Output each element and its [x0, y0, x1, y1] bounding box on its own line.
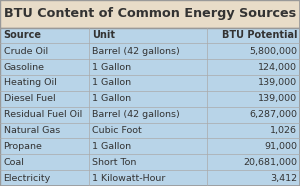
Text: Cubic Foot: Cubic Foot [92, 126, 142, 135]
Text: 139,000: 139,000 [258, 78, 297, 87]
Text: Source: Source [4, 31, 42, 40]
Text: 1 Gallon: 1 Gallon [92, 142, 131, 151]
Text: 1 Gallon: 1 Gallon [92, 63, 131, 72]
Text: 5,800,000: 5,800,000 [249, 47, 297, 56]
Text: 20,681,000: 20,681,000 [243, 158, 297, 167]
Text: 1 Gallon: 1 Gallon [92, 78, 131, 87]
Text: BTU Content of Common Energy Sources: BTU Content of Common Energy Sources [4, 7, 296, 20]
Text: Gasoline: Gasoline [4, 63, 45, 72]
Text: 124,000: 124,000 [258, 63, 297, 72]
Text: Electricity: Electricity [4, 174, 51, 183]
Text: 1 Kilowatt-Hour: 1 Kilowatt-Hour [92, 174, 166, 183]
Text: 1 Gallon: 1 Gallon [92, 94, 131, 103]
Text: Heating Oil: Heating Oil [4, 78, 56, 87]
Text: 91,000: 91,000 [264, 142, 297, 151]
Text: 1,026: 1,026 [270, 126, 297, 135]
FancyBboxPatch shape [0, 0, 300, 28]
FancyBboxPatch shape [0, 28, 300, 186]
Text: Propane: Propane [4, 142, 43, 151]
Text: Diesel Fuel: Diesel Fuel [4, 94, 55, 103]
Text: Natural Gas: Natural Gas [4, 126, 60, 135]
Text: Short Ton: Short Ton [92, 158, 136, 167]
Text: Barrel (42 gallons): Barrel (42 gallons) [92, 47, 180, 56]
Text: 6,287,000: 6,287,000 [249, 110, 297, 119]
Text: 139,000: 139,000 [258, 94, 297, 103]
Text: 3,412: 3,412 [270, 174, 297, 183]
Text: Unit: Unit [92, 31, 115, 40]
Text: Crude Oil: Crude Oil [4, 47, 48, 56]
Text: Coal: Coal [4, 158, 25, 167]
Text: BTU Potential: BTU Potential [221, 31, 297, 40]
Text: Residual Fuel Oil: Residual Fuel Oil [4, 110, 82, 119]
Text: Barrel (42 gallons): Barrel (42 gallons) [92, 110, 180, 119]
